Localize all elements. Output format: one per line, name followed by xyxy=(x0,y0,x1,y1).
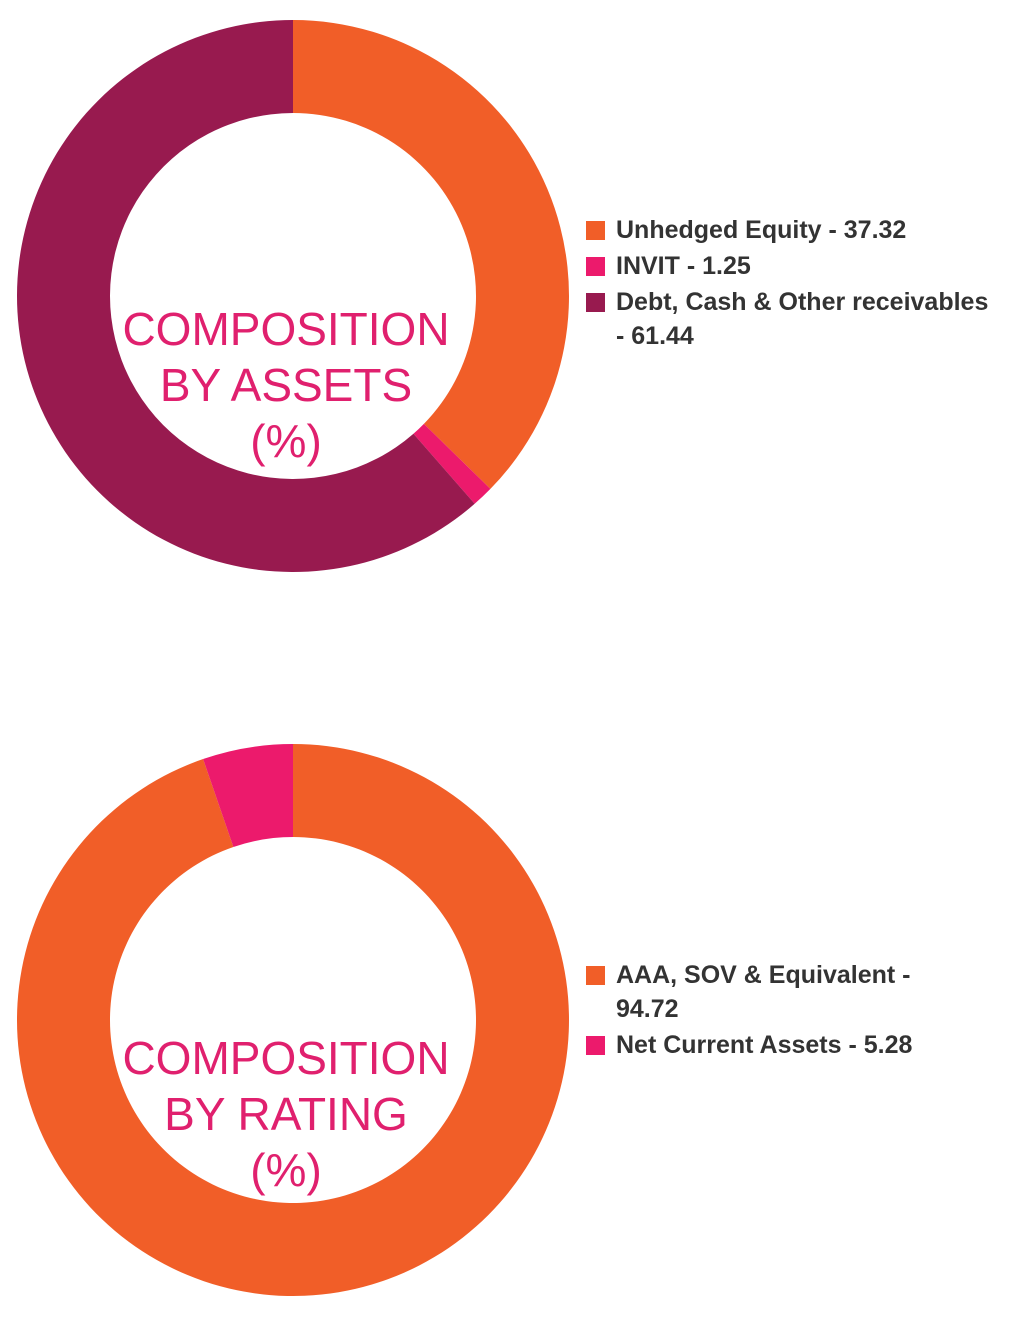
rating-slice-1 xyxy=(203,744,293,847)
legend-item-debt-cash: Debt, Cash & Other receivables - 61.44 xyxy=(586,285,988,353)
assets-slice-2 xyxy=(17,20,475,572)
assets-title-line-1: COMPOSITION xyxy=(122,303,450,355)
assets-title-line-3: (%) xyxy=(250,415,322,467)
legend-label-debt-cash-line-2: - 61.44 xyxy=(616,322,694,350)
rating-slice-0 xyxy=(16,744,570,1296)
legend-swatch-aaa-sov xyxy=(586,966,605,985)
legend-label-aaa-sov-line-1: AAA, SOV & Equivalent - xyxy=(616,961,911,989)
assets-chart-title: COMPOSITION BY ASSETS (%) xyxy=(116,301,456,469)
legend-item-net-current-assets: Net Current Assets - 5.28 xyxy=(586,1028,912,1062)
rating-legend: AAA, SOV & Equivalent - 94.72 Net Curren… xyxy=(586,958,912,1064)
legend-label-unhedged-equity: Unhedged Equity - 37.32 xyxy=(616,216,907,244)
rating-title-line-3: (%) xyxy=(250,1144,322,1196)
legend-swatch-debt-cash xyxy=(586,293,605,312)
assets-composition-chart: COMPOSITION BY ASSETS (%) Unhedged Equit… xyxy=(0,0,1016,600)
legend-label-aaa-sov-line-2: 94.72 xyxy=(616,995,679,1023)
rating-composition-chart: COMPOSITION BY RATING (%) AAA, SOV & Equ… xyxy=(0,730,1016,1322)
assets-legend: Unhedged Equity - 37.32 INVIT - 1.25 Deb… xyxy=(586,213,988,355)
legend-swatch-unhedged-equity xyxy=(586,221,605,240)
rating-donut-chart xyxy=(16,744,570,1296)
rating-chart-title: COMPOSITION BY RATING (%) xyxy=(116,1030,456,1198)
assets-title-line-2: BY ASSETS xyxy=(159,359,413,411)
legend-label-net-current-assets: Net Current Assets - 5.28 xyxy=(616,1031,913,1059)
rating-title-line-2: BY RATING xyxy=(164,1088,408,1140)
assets-slice-1 xyxy=(413,423,491,504)
legend-label-invit: INVIT - 1.25 xyxy=(616,252,751,280)
rating-title-line-1: COMPOSITION xyxy=(122,1032,450,1084)
assets-donut-chart xyxy=(17,20,570,572)
legend-item-aaa-sov: AAA, SOV & Equivalent - 94.72 xyxy=(586,958,912,1026)
legend-item-invit: INVIT - 1.25 xyxy=(586,249,988,283)
legend-swatch-net-current-assets xyxy=(586,1036,605,1055)
legend-item-unhedged-equity: Unhedged Equity - 37.32 xyxy=(586,213,988,247)
assets-slice-0 xyxy=(293,20,570,489)
legend-swatch-invit xyxy=(586,257,605,276)
legend-label-debt-cash-line-1: Debt, Cash & Other receivables xyxy=(616,288,989,316)
